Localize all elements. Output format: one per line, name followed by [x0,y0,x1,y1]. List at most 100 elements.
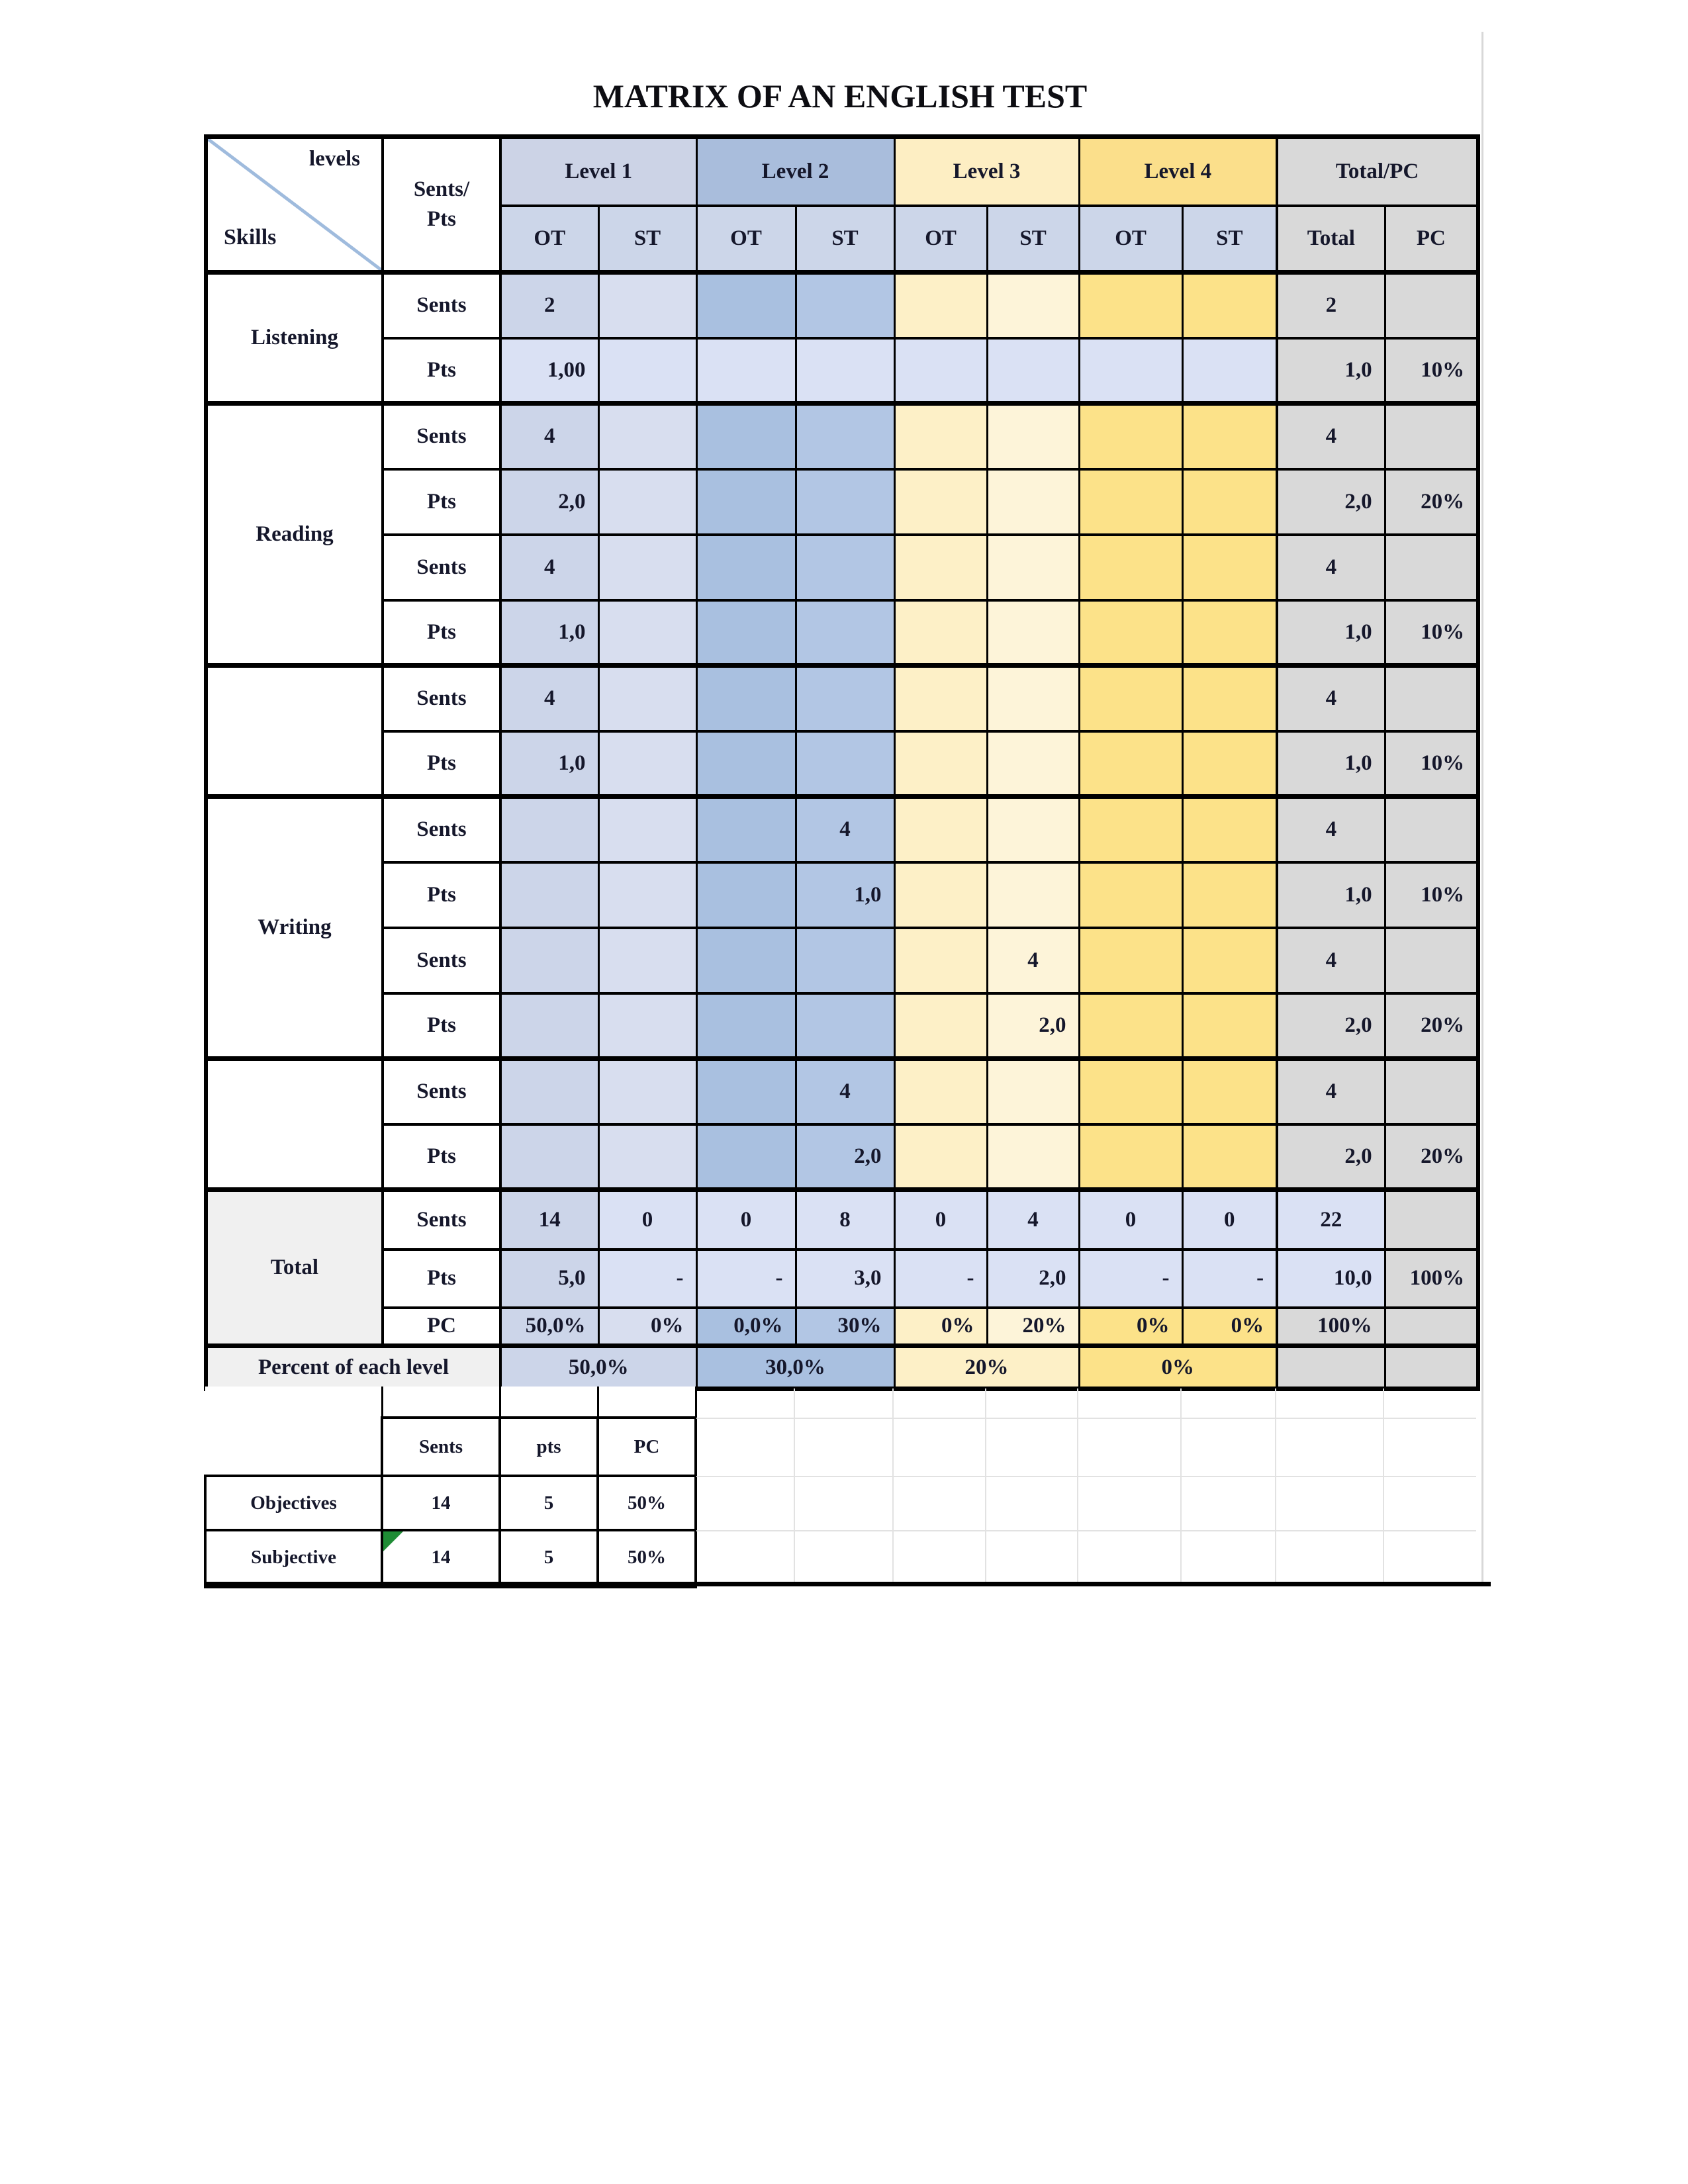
cell[interactable]: 4 [794,794,896,863]
cell[interactable] [1078,729,1184,797]
cell[interactable]: 20% [1383,1122,1481,1191]
cell[interactable] [1078,1056,1184,1125]
cell[interactable] [893,991,988,1060]
cell[interactable] [1078,1122,1184,1191]
cell[interactable] [695,1056,797,1125]
cell[interactable]: 2,0 [986,1248,1080,1308]
cell[interactable] [1078,926,1184,994]
row-type-label[interactable]: Pts [381,991,502,1060]
level-3-header[interactable]: Level 3 [893,134,1080,206]
cell[interactable] [597,467,698,535]
mini-header-sents[interactable]: Sents [381,1416,501,1477]
cell[interactable] [893,598,988,666]
cell[interactable]: 5 [498,1475,599,1531]
row-type-label[interactable]: Pts [381,860,502,929]
cell[interactable] [986,336,1080,404]
cell[interactable] [1181,533,1278,601]
cell[interactable]: 5 [498,1529,599,1588]
cell[interactable]: 4 [1276,926,1386,994]
cell[interactable]: 1,0 [1276,336,1386,404]
cell[interactable] [893,729,988,797]
skill-label-blank[interactable] [204,1056,384,1191]
cell[interactable] [1383,926,1481,994]
percent-level-1[interactable]: 50,0% [498,1343,698,1391]
cell[interactable] [986,533,1080,601]
cell[interactable] [1383,1056,1481,1125]
row-type-label[interactable]: PC [381,1306,502,1347]
cell[interactable]: 2,0 [794,1122,896,1191]
cell[interactable] [597,270,698,339]
cell[interactable] [1276,1343,1386,1391]
cell[interactable] [893,336,988,404]
cell[interactable] [986,467,1080,535]
row-type-label[interactable]: Sents [381,926,502,994]
cell[interactable] [986,860,1080,929]
cell[interactable] [893,794,988,863]
cell[interactable] [1078,598,1184,666]
cell[interactable] [1078,860,1184,929]
cell[interactable] [597,533,698,601]
cell[interactable] [986,663,1080,732]
level-2-header[interactable]: Level 2 [695,134,896,206]
level-1-header[interactable]: Level 1 [498,134,698,206]
cell[interactable] [1078,663,1184,732]
cell[interactable]: 100% [1276,1306,1386,1347]
row-type-label[interactable]: Sents [381,270,502,339]
cell[interactable]: 1,0 [1276,598,1386,666]
row-type-label[interactable]: Pts [381,598,502,666]
cell[interactable]: 5,0 [499,1248,600,1308]
cell[interactable]: - [1181,1248,1278,1308]
cell[interactable] [986,598,1080,666]
cell[interactable] [1383,1343,1481,1391]
cell[interactable] [597,401,698,470]
cell[interactable]: 50,0% [499,1306,600,1347]
cell[interactable] [1078,401,1184,470]
cell[interactable]: 4 [1276,1056,1386,1125]
cell[interactable]: 20% [1383,991,1481,1060]
cell[interactable]: 2 [1276,270,1386,339]
subheader-st[interactable]: ST [597,204,698,273]
cell[interactable]: 14 [381,1529,501,1588]
cell[interactable] [1078,533,1184,601]
cell[interactable]: 0% [1078,1306,1184,1347]
cell[interactable] [794,467,896,535]
cell[interactable] [499,991,600,1060]
cell[interactable]: 8 [794,1187,896,1250]
row-type-label[interactable]: Sents [381,794,502,863]
cell[interactable]: 20% [1383,467,1481,535]
cell[interactable]: 2,0 [1276,991,1386,1060]
cell[interactable]: 2,0 [986,991,1080,1060]
skill-label-total[interactable]: Total [204,1187,384,1347]
mini-label-subjective[interactable]: Subjective [204,1529,383,1588]
cell[interactable] [1078,794,1184,863]
cell[interactable]: 0 [1078,1187,1184,1250]
cell[interactable]: 1,0 [499,598,600,666]
cell[interactable]: 1,00 [499,336,600,404]
skill-label-writing[interactable]: Writing [204,794,384,1060]
cell[interactable]: 4 [986,926,1080,994]
subheader-ot[interactable]: OT [499,204,600,273]
skill-label-reading[interactable]: Reading [204,401,384,666]
subheader-st[interactable]: ST [986,204,1080,273]
cell[interactable] [1181,926,1278,994]
cell[interactable]: 1,0 [499,729,600,797]
cell[interactable] [1383,794,1481,863]
subheader-total[interactable]: Total [1276,204,1386,273]
cell[interactable] [986,1122,1080,1191]
cell[interactable]: 1,0 [1276,860,1386,929]
cell[interactable]: 22 [1276,1187,1386,1250]
row-type-label[interactable]: Sents [381,401,502,470]
cell[interactable]: 0,0% [695,1306,797,1347]
cell[interactable] [695,467,797,535]
mini-header-pc[interactable]: PC [596,1416,697,1477]
row-type-label[interactable]: Pts [381,1248,502,1308]
cell[interactable] [597,336,698,404]
subheader-pc[interactable]: PC [1383,204,1481,273]
cell[interactable] [597,860,698,929]
cell[interactable] [794,401,896,470]
cell[interactable] [597,991,698,1060]
percent-level-2[interactable]: 30,0% [695,1343,896,1391]
cell[interactable] [794,663,896,732]
cell[interactable]: 0 [893,1187,988,1250]
cell[interactable]: 1,0 [1276,729,1386,797]
